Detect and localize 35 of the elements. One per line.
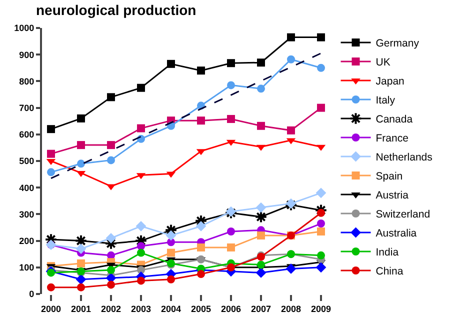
legend-label: Italy xyxy=(376,94,396,107)
y-tick-label: 500 xyxy=(19,156,34,166)
x-tick-label: 2004 xyxy=(160,304,182,314)
y-tick-label: 200 xyxy=(19,236,34,246)
y-tick-label: 800 xyxy=(19,76,34,86)
x-tick-label: 2000 xyxy=(40,304,62,314)
x-tick-label: 2003 xyxy=(130,304,152,314)
legend-label: Switzerland xyxy=(376,208,430,221)
x-tick-label: 2005 xyxy=(190,304,212,314)
chart-title: neurological production xyxy=(36,2,196,18)
legend-label: India xyxy=(376,246,399,259)
y-tick-label: 600 xyxy=(19,130,34,140)
x-tick-label: 2007 xyxy=(250,304,272,314)
legend-label: Canada xyxy=(376,114,413,126)
y-tick-label: 0 xyxy=(29,289,34,300)
legend-label: UK xyxy=(376,56,390,69)
legend-label: Netherlands xyxy=(376,152,432,164)
legend-label: Germany xyxy=(376,38,420,50)
x-tick-label: 2002 xyxy=(100,304,122,314)
y-tick-label: 1000 xyxy=(14,23,34,34)
y-tick-label: 300 xyxy=(19,209,34,220)
legend-label: Japan xyxy=(376,76,405,88)
y-tick-label: 900 xyxy=(19,50,34,60)
legend-label: Austria xyxy=(376,190,409,202)
legend-label: China xyxy=(376,266,404,278)
legend-label: Australia xyxy=(376,228,417,240)
x-tick-label: 2009 xyxy=(310,304,332,314)
x-tick-label: 2001 xyxy=(70,304,92,314)
y-tick-label: 400 xyxy=(19,182,34,193)
y-tick-label: 700 xyxy=(19,102,34,113)
x-tick-label: 2008 xyxy=(280,304,302,314)
x-tick-label: 2006 xyxy=(220,304,242,314)
legend-label: Spain xyxy=(376,170,403,183)
legend-label: France xyxy=(376,132,409,145)
y-tick-label: 100 xyxy=(19,262,34,273)
